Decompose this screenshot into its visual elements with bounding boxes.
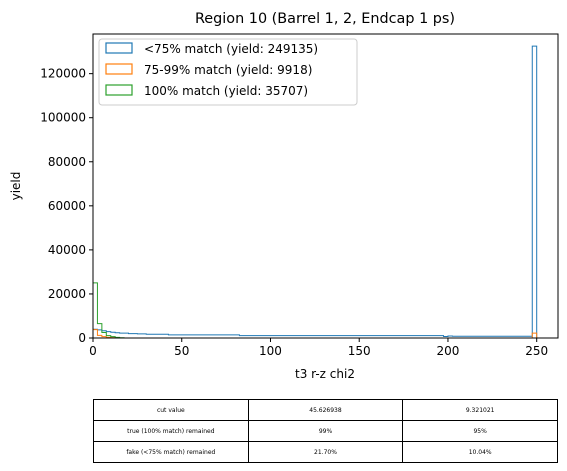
histogram-chart: Region 10 (Barrel 1, 2, Endcap 1 ps) 0 50… <box>9 11 559 381</box>
y-tick-label: 80000 <box>48 155 86 169</box>
x-tick-label: 150 <box>348 344 371 358</box>
legend-entry-text: <75% match (yield: 249135) <box>144 42 318 56</box>
y-tick-label: 20000 <box>48 287 86 301</box>
plot-frame <box>92 33 559 339</box>
x-tick-label: 50 <box>174 344 189 358</box>
legend-frame <box>98 38 358 106</box>
legend-swatch <box>105 42 133 54</box>
chart-title: Region 10 (Barrel 1, 2, Endcap 1 ps) <box>195 11 455 27</box>
legend: <75% match (yield: 249135) 75-99% match … <box>98 38 358 106</box>
table-cell: 10.04% <box>402 441 558 463</box>
x-axis-label: t3 r-z chi2 <box>295 367 355 381</box>
y-axis-label: yield <box>9 172 23 201</box>
legend-swatch <box>105 84 133 96</box>
x-tick-label: 0 <box>89 344 97 358</box>
y-axis-ticks: 0 20000 40000 60000 80000 100000 120000 <box>40 67 93 345</box>
y-tick-label: 120000 <box>40 67 86 81</box>
y-tick-label: 0 <box>78 331 86 345</box>
series-step-line <box>92 282 542 339</box>
y-tick-label: 100000 <box>40 111 86 125</box>
table-row: true (100% match) remained 99% 95% <box>93 420 558 442</box>
x-tick-label: 250 <box>525 344 548 358</box>
legend-entry-text: 100% match (yield: 35707) <box>144 84 308 98</box>
table-cell: 21.70% <box>247 441 404 463</box>
y-tick-label: 40000 <box>48 243 86 257</box>
table-row: cut value 45.626938 9.321021 <box>93 399 558 421</box>
table-cell: cut value <box>93 399 249 421</box>
table-cell: 95% <box>402 420 558 442</box>
x-tick-label: 100 <box>259 344 282 358</box>
table-cell: 9.321021 <box>402 399 558 421</box>
series-step-line <box>92 45 542 339</box>
y-tick-label: 60000 <box>48 199 86 213</box>
x-axis-ticks: 0 50 100 150 200 250 <box>89 338 548 358</box>
legend-entry-text: 75-99% match (yield: 9918) <box>144 63 312 77</box>
table-cell: true (100% match) remained <box>93 420 249 442</box>
cut-efficiency-table: cut value 45.626938 9.321021 true (100% … <box>93 399 558 463</box>
x-tick-label: 200 <box>437 344 460 358</box>
table-cell: fake (<75% match) remained <box>93 441 249 463</box>
table-row: fake (<75% match) remained 21.70% 10.04% <box>93 441 558 463</box>
table-cell: 99% <box>247 420 404 442</box>
legend-swatch <box>105 63 133 75</box>
table-cell: 45.626938 <box>247 399 404 421</box>
